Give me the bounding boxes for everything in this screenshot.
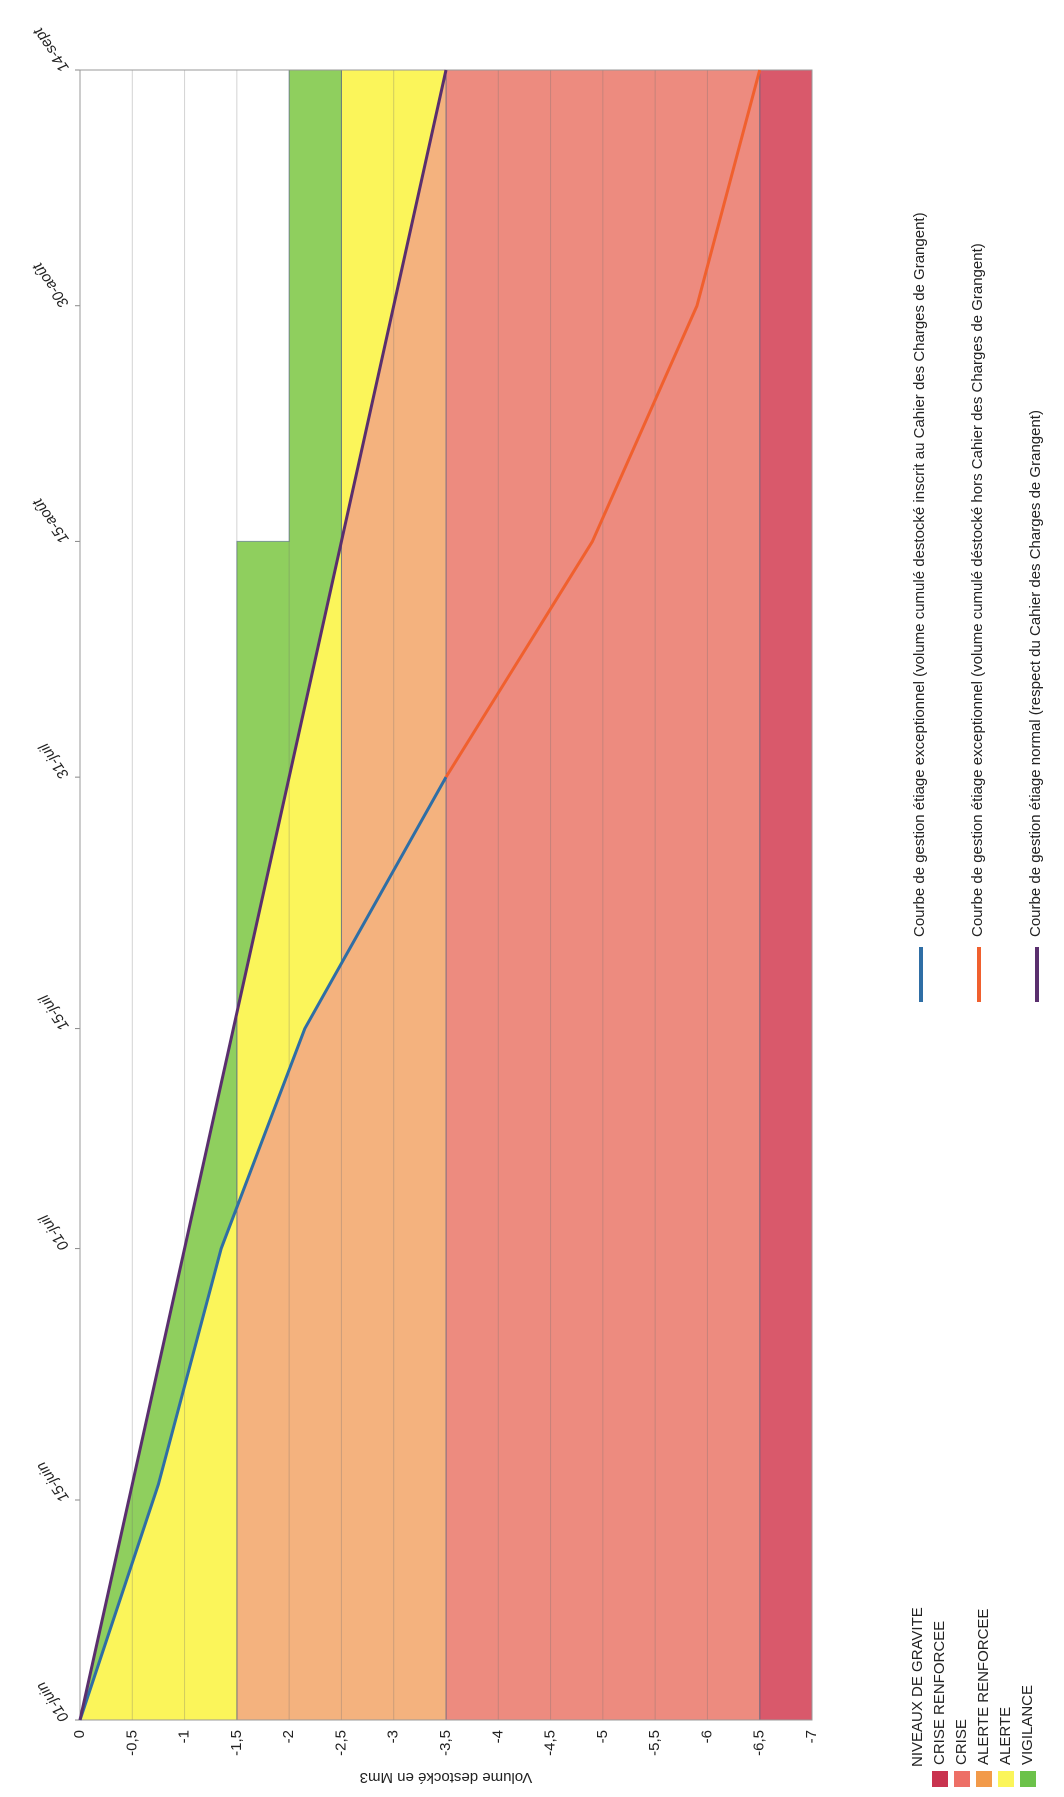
y-tick-label: -0,5 bbox=[123, 1730, 140, 1756]
y-tick-label: -4 bbox=[489, 1730, 506, 1743]
severity-zone bbox=[759, 69, 813, 1721]
y-axis-title: Volume destocké en Mm3 bbox=[360, 1769, 533, 1786]
x-tick-label: 01-juil bbox=[35, 1211, 72, 1254]
y-tick-label: 0 bbox=[71, 1730, 88, 1738]
legend-label: Courbe de gestion étiage exceptionnel (v… bbox=[911, 212, 928, 937]
level-label: CRISE RENFORCEE bbox=[931, 1621, 948, 1765]
x-tick-label: 31-juil bbox=[35, 739, 72, 782]
x-tick-label: 30-août bbox=[29, 259, 73, 311]
y-tick-label: -6 bbox=[698, 1730, 715, 1743]
y-tick-label: -4,5 bbox=[542, 1730, 559, 1756]
y-tick-label: -1 bbox=[176, 1730, 193, 1743]
y-tick-label: -5 bbox=[594, 1730, 611, 1743]
y-tick-label: -5,5 bbox=[646, 1730, 663, 1756]
level-swatch bbox=[932, 1771, 948, 1787]
x-tick-label: 15-juil bbox=[35, 991, 72, 1034]
legend-entry: Courbe de gestion étiage exceptionnel (v… bbox=[969, 243, 986, 937]
x-tick-label: 15-juin bbox=[33, 1459, 73, 1506]
legend-label: Courbe de gestion étiage exceptionnel (v… bbox=[969, 243, 986, 937]
legend-label: Courbe de gestion étiage normal (respect… bbox=[1027, 410, 1044, 937]
y-tick-label: -2,5 bbox=[332, 1730, 349, 1756]
x-tick-label: 14-sept bbox=[29, 24, 72, 75]
curve bbox=[444, 69, 762, 778]
y-tick-label: -3 bbox=[385, 1730, 402, 1743]
levels-legend-title: NIVEAUX DE GRAVITE bbox=[909, 1607, 926, 1767]
legend-entry: Courbe de gestion étiage exceptionnel (v… bbox=[911, 212, 928, 937]
level-swatch bbox=[998, 1771, 1014, 1787]
y-tick-label: -7 bbox=[803, 1730, 820, 1743]
level-swatch bbox=[976, 1771, 992, 1787]
y-tick-label: -3,5 bbox=[437, 1730, 454, 1756]
rotated-chart: Volume destocké en Mm3 NIVEAUX DE GRAVIT… bbox=[29, 24, 1044, 1787]
x-tick-label: 01-juin bbox=[33, 1679, 73, 1726]
curve bbox=[78, 776, 448, 1721]
level-swatch bbox=[954, 1771, 970, 1787]
level-label: ALERTE RENFORCEE bbox=[975, 1609, 992, 1765]
level-label: ALERTE bbox=[997, 1707, 1014, 1765]
y-tick-label: -6,5 bbox=[751, 1730, 768, 1756]
y-tick-label: -1,5 bbox=[228, 1730, 245, 1756]
x-tick-label: 15-août bbox=[29, 495, 73, 547]
y-tick-label: -2 bbox=[280, 1730, 297, 1743]
level-label: VIGILANCE bbox=[1019, 1685, 1036, 1765]
curve bbox=[78, 69, 448, 1721]
level-swatch bbox=[1020, 1771, 1036, 1787]
legend-entry: Courbe de gestion étiage normal (respect… bbox=[1027, 410, 1044, 937]
level-label: CRISE bbox=[953, 1719, 970, 1765]
